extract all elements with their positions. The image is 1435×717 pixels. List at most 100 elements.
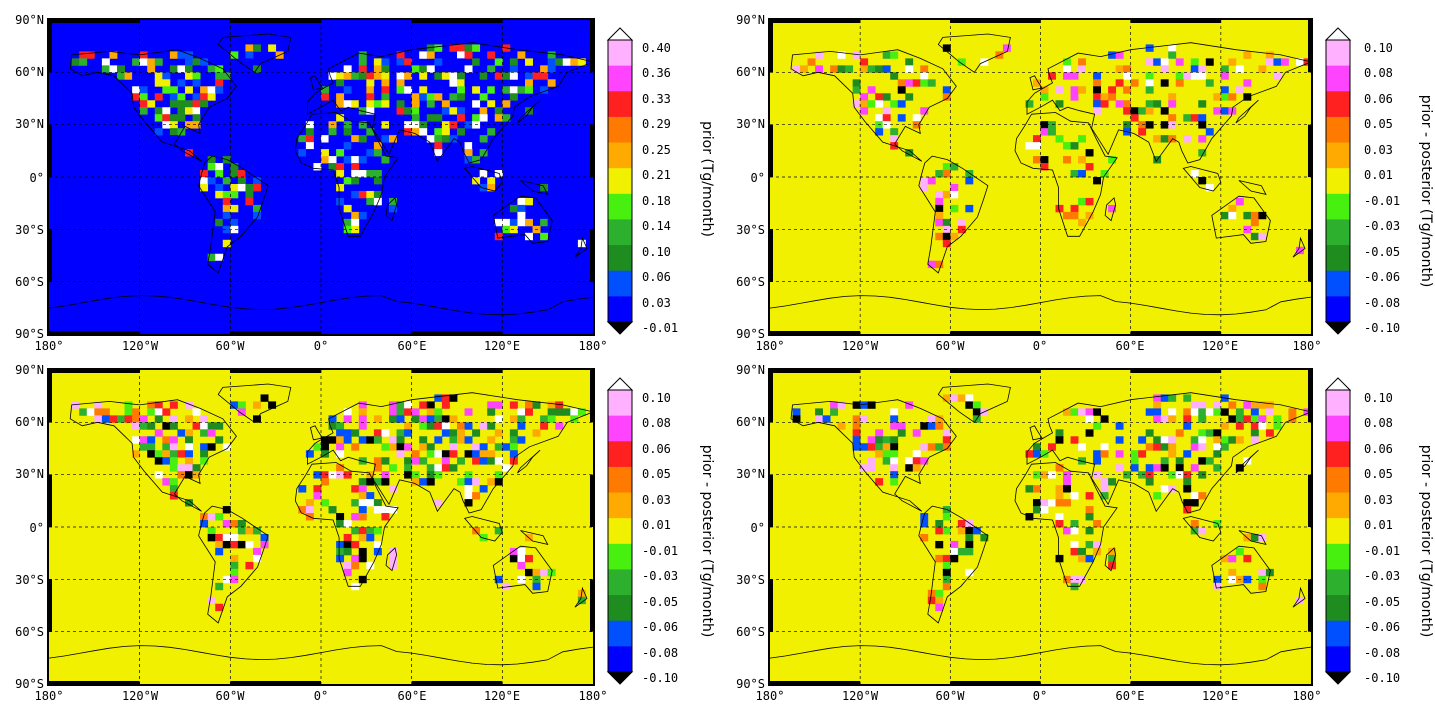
grid-cell	[86, 408, 95, 416]
grid-cell	[965, 204, 974, 213]
colorbar-bin	[608, 415, 632, 442]
grid-cell	[411, 128, 420, 136]
grid-cell	[419, 422, 428, 430]
grid-cell	[162, 121, 171, 129]
coastline	[1014, 462, 1118, 587]
grid-cell	[942, 436, 951, 444]
grid-cell	[177, 450, 186, 458]
grid-cell	[192, 471, 201, 479]
grid-cell	[1055, 492, 1064, 500]
grid-cell	[358, 478, 367, 486]
grid-cell	[1220, 443, 1229, 451]
graticule	[49, 20, 593, 334]
grid-cell	[860, 464, 869, 472]
colorbar-bin	[1326, 245, 1350, 272]
grid-cell	[1032, 142, 1041, 150]
frame-stripe	[590, 124, 593, 177]
colorbar-tick: 0.29	[642, 117, 671, 131]
grid-cell	[207, 72, 216, 80]
grid-cell	[1108, 51, 1117, 59]
grid-cell	[358, 401, 367, 409]
grid-cell	[343, 204, 352, 213]
grid-cell	[1085, 527, 1094, 535]
grid-cell	[950, 183, 959, 192]
grid-cell	[479, 443, 488, 451]
grid-cell	[792, 408, 801, 416]
grid-cell	[1235, 86, 1244, 94]
grid-cell	[897, 429, 906, 437]
grid-cell	[389, 436, 397, 444]
grid-cell	[154, 79, 163, 87]
grid-cell	[875, 114, 884, 122]
grid-cell	[837, 422, 846, 430]
colorbar-tick: 0.14	[642, 219, 671, 233]
colorbar-bin	[1326, 569, 1350, 596]
lon-label: 180°	[579, 339, 608, 353]
frame-stripe	[950, 331, 1041, 334]
grid-cell	[927, 589, 936, 598]
lat-label: 30°S	[15, 223, 44, 237]
grid-cell	[845, 65, 854, 73]
grid-cell	[547, 408, 556, 416]
grid-cell	[882, 457, 891, 465]
lon-label: 180°	[756, 339, 785, 353]
grid-cell	[381, 506, 390, 514]
grid-cell	[860, 401, 869, 409]
grid-cell	[1063, 156, 1071, 164]
grid-cell	[1100, 492, 1109, 500]
grid-cell	[336, 554, 345, 563]
grid-cell	[185, 86, 193, 94]
coastline	[520, 530, 549, 545]
colorbar-bin	[1326, 270, 1350, 297]
grid-cell	[147, 401, 156, 409]
grid-cell	[525, 218, 533, 227]
grid-cell	[1160, 58, 1169, 66]
colorbar-under-triangle	[1324, 321, 1352, 335]
lat-axis-bottom-left: 90°N 60°N 30°N 0° 30°S 60°S 90°S	[15, 363, 44, 691]
grid-cell	[389, 204, 397, 213]
grid-cell	[509, 429, 518, 437]
grid-cell	[860, 415, 869, 423]
grid-cell	[162, 443, 171, 451]
grid-cell	[132, 415, 141, 423]
grid-cell	[336, 443, 345, 451]
grid-cell	[525, 232, 533, 241]
grid-cell	[494, 401, 503, 409]
grid-cell	[1130, 114, 1139, 122]
grid-cell	[942, 86, 951, 94]
map-bottom-left	[47, 368, 595, 686]
grid-cell	[336, 520, 345, 528]
grid-cell	[1040, 121, 1049, 129]
grid-cell	[1063, 72, 1071, 80]
grid-cell	[950, 394, 959, 402]
grid-cell	[169, 436, 178, 444]
grid-cell	[366, 170, 375, 178]
grid-cell	[487, 170, 496, 178]
grid-cell	[472, 527, 481, 535]
lat-label: 60°N	[736, 415, 765, 429]
grid-cell	[1085, 149, 1094, 157]
lat-label: 30°S	[736, 223, 765, 237]
grid-cell	[1213, 401, 1222, 409]
coastline	[492, 195, 553, 244]
grid-cell	[830, 408, 839, 416]
grid-cell	[487, 128, 496, 136]
grid-cell	[336, 450, 345, 458]
grid-cell	[1160, 464, 1169, 472]
grid-cell	[957, 520, 966, 528]
grid-cell	[540, 568, 549, 577]
grid-cell	[343, 86, 352, 94]
grid-cell	[426, 114, 435, 122]
grid-cell	[1085, 415, 1094, 423]
grid-cell	[472, 450, 481, 458]
grid-cell	[532, 72, 541, 80]
grid-cell	[540, 232, 549, 241]
grid-cell	[237, 183, 246, 192]
grid-cell	[441, 415, 450, 423]
grid-cell	[358, 492, 367, 500]
grid-cell	[169, 114, 178, 122]
grid-cell	[449, 79, 458, 87]
grid-cell	[313, 443, 322, 451]
grid-cell	[389, 485, 397, 493]
grid-cell	[890, 135, 899, 143]
